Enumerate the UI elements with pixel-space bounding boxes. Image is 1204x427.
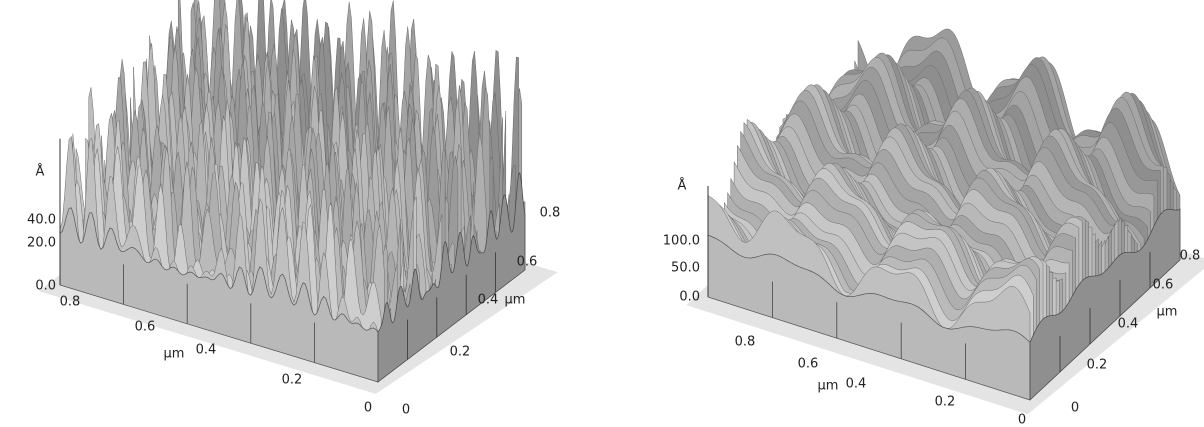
labels-right: Å 100.0 50.0 0.0 0.8 0.6 µm 0.4 0.2 0 0 … xyxy=(663,178,1201,427)
z-tick-label: 0.0 xyxy=(35,279,56,294)
y-tick-label: 0.4 xyxy=(1118,317,1139,332)
side-wall xyxy=(1029,208,1181,401)
x-tick-label: 0.6 xyxy=(798,357,819,372)
y-tick-label: 0.2 xyxy=(1087,358,1108,373)
x-tick-label: 0.8 xyxy=(60,295,81,310)
y-tick-label: 0.4 xyxy=(478,293,499,308)
z-tick-label: 20.0 xyxy=(27,236,56,251)
side-wall xyxy=(377,172,526,383)
x-tick-label: 0.6 xyxy=(135,320,156,335)
y-unit: µm xyxy=(505,293,526,308)
x-tick-label: 0.4 xyxy=(196,343,217,358)
front-wall xyxy=(707,234,1031,401)
x-unit: µm xyxy=(164,347,185,362)
afm-panel-right xyxy=(686,28,1204,415)
y-unit: µm xyxy=(1157,305,1178,320)
y-tick-label: 0.6 xyxy=(517,255,538,270)
z-tick-label: 0.0 xyxy=(679,290,700,305)
y-tick-label: 0.8 xyxy=(1180,249,1201,264)
x-tick-label: 0.2 xyxy=(935,395,956,410)
z-unit: Å xyxy=(678,178,687,194)
x-tick-label: 0.8 xyxy=(735,335,756,350)
labels-left: Å 40.0 20.0 0.0 0.8 0.6 µm 0.4 0.2 0 0 0… xyxy=(27,164,560,418)
x-tick-label: 0 xyxy=(1018,413,1026,427)
z-tick-label: 50.0 xyxy=(671,261,700,276)
z-tick-label: 100.0 xyxy=(663,234,700,249)
front-wall xyxy=(59,207,379,383)
z-unit: Å xyxy=(36,164,45,180)
y-tick-label: 0.6 xyxy=(1153,278,1174,293)
x-tick-label: 0.2 xyxy=(282,373,303,388)
y-tick-label: 0 xyxy=(402,403,410,418)
x-tick-label: 0 xyxy=(364,401,372,416)
x-tick-label: 0.4 xyxy=(846,377,867,392)
z-tick-label: 40.0 xyxy=(27,213,56,228)
y-tick-label: 0.2 xyxy=(450,345,471,360)
y-tick-label: 0 xyxy=(1071,401,1079,416)
afm-panel-left xyxy=(38,0,558,394)
y-tick-label: 0.8 xyxy=(540,206,561,221)
x-unit: µm xyxy=(818,379,839,394)
